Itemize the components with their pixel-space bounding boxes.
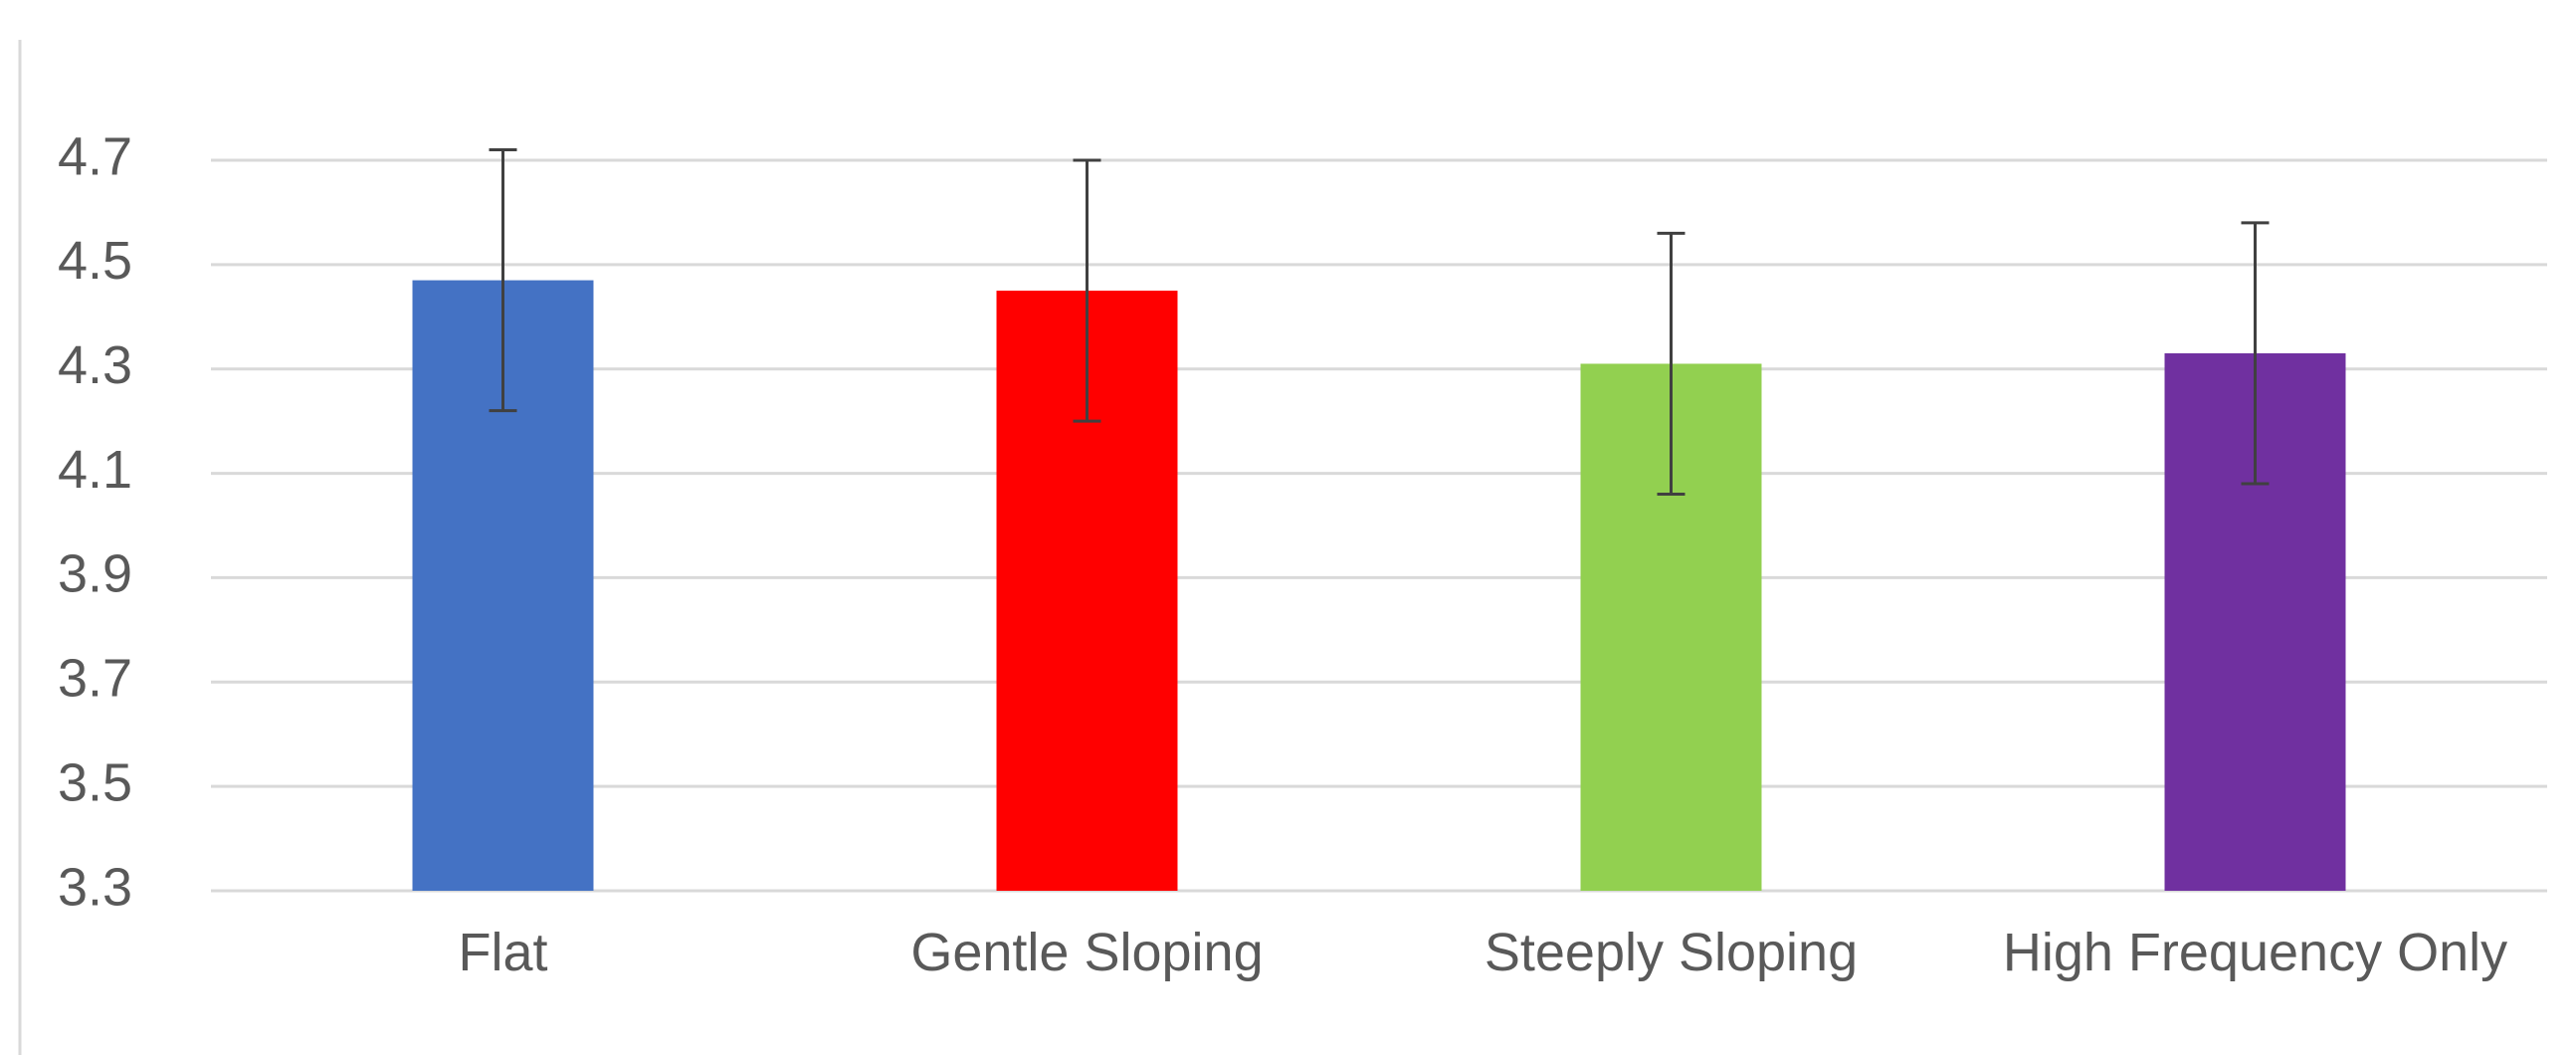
y-tick-label: 3.9 <box>58 544 132 604</box>
x-tick-label: Steeply Sloping <box>1484 923 1859 982</box>
y-tick-label: 4.7 <box>58 126 132 186</box>
error-bar <box>1073 158 1101 423</box>
y-tick-label: 4.5 <box>58 231 132 291</box>
x-tick-label: Flat <box>458 923 548 982</box>
y-tick-label: 3.3 <box>58 857 132 917</box>
error-bar <box>489 148 517 413</box>
y-tick-label: 4.3 <box>58 335 132 395</box>
y-tick-label: 3.5 <box>58 752 132 812</box>
x-tick-label: High Frequency Only <box>2002 923 2508 982</box>
error-bar <box>2241 221 2270 486</box>
error-bar <box>1657 231 1685 497</box>
x-tick-label: Gentle Sloping <box>910 923 1264 982</box>
y-tick-label: 4.1 <box>58 440 132 500</box>
y-tick-label: 3.7 <box>58 649 132 709</box>
